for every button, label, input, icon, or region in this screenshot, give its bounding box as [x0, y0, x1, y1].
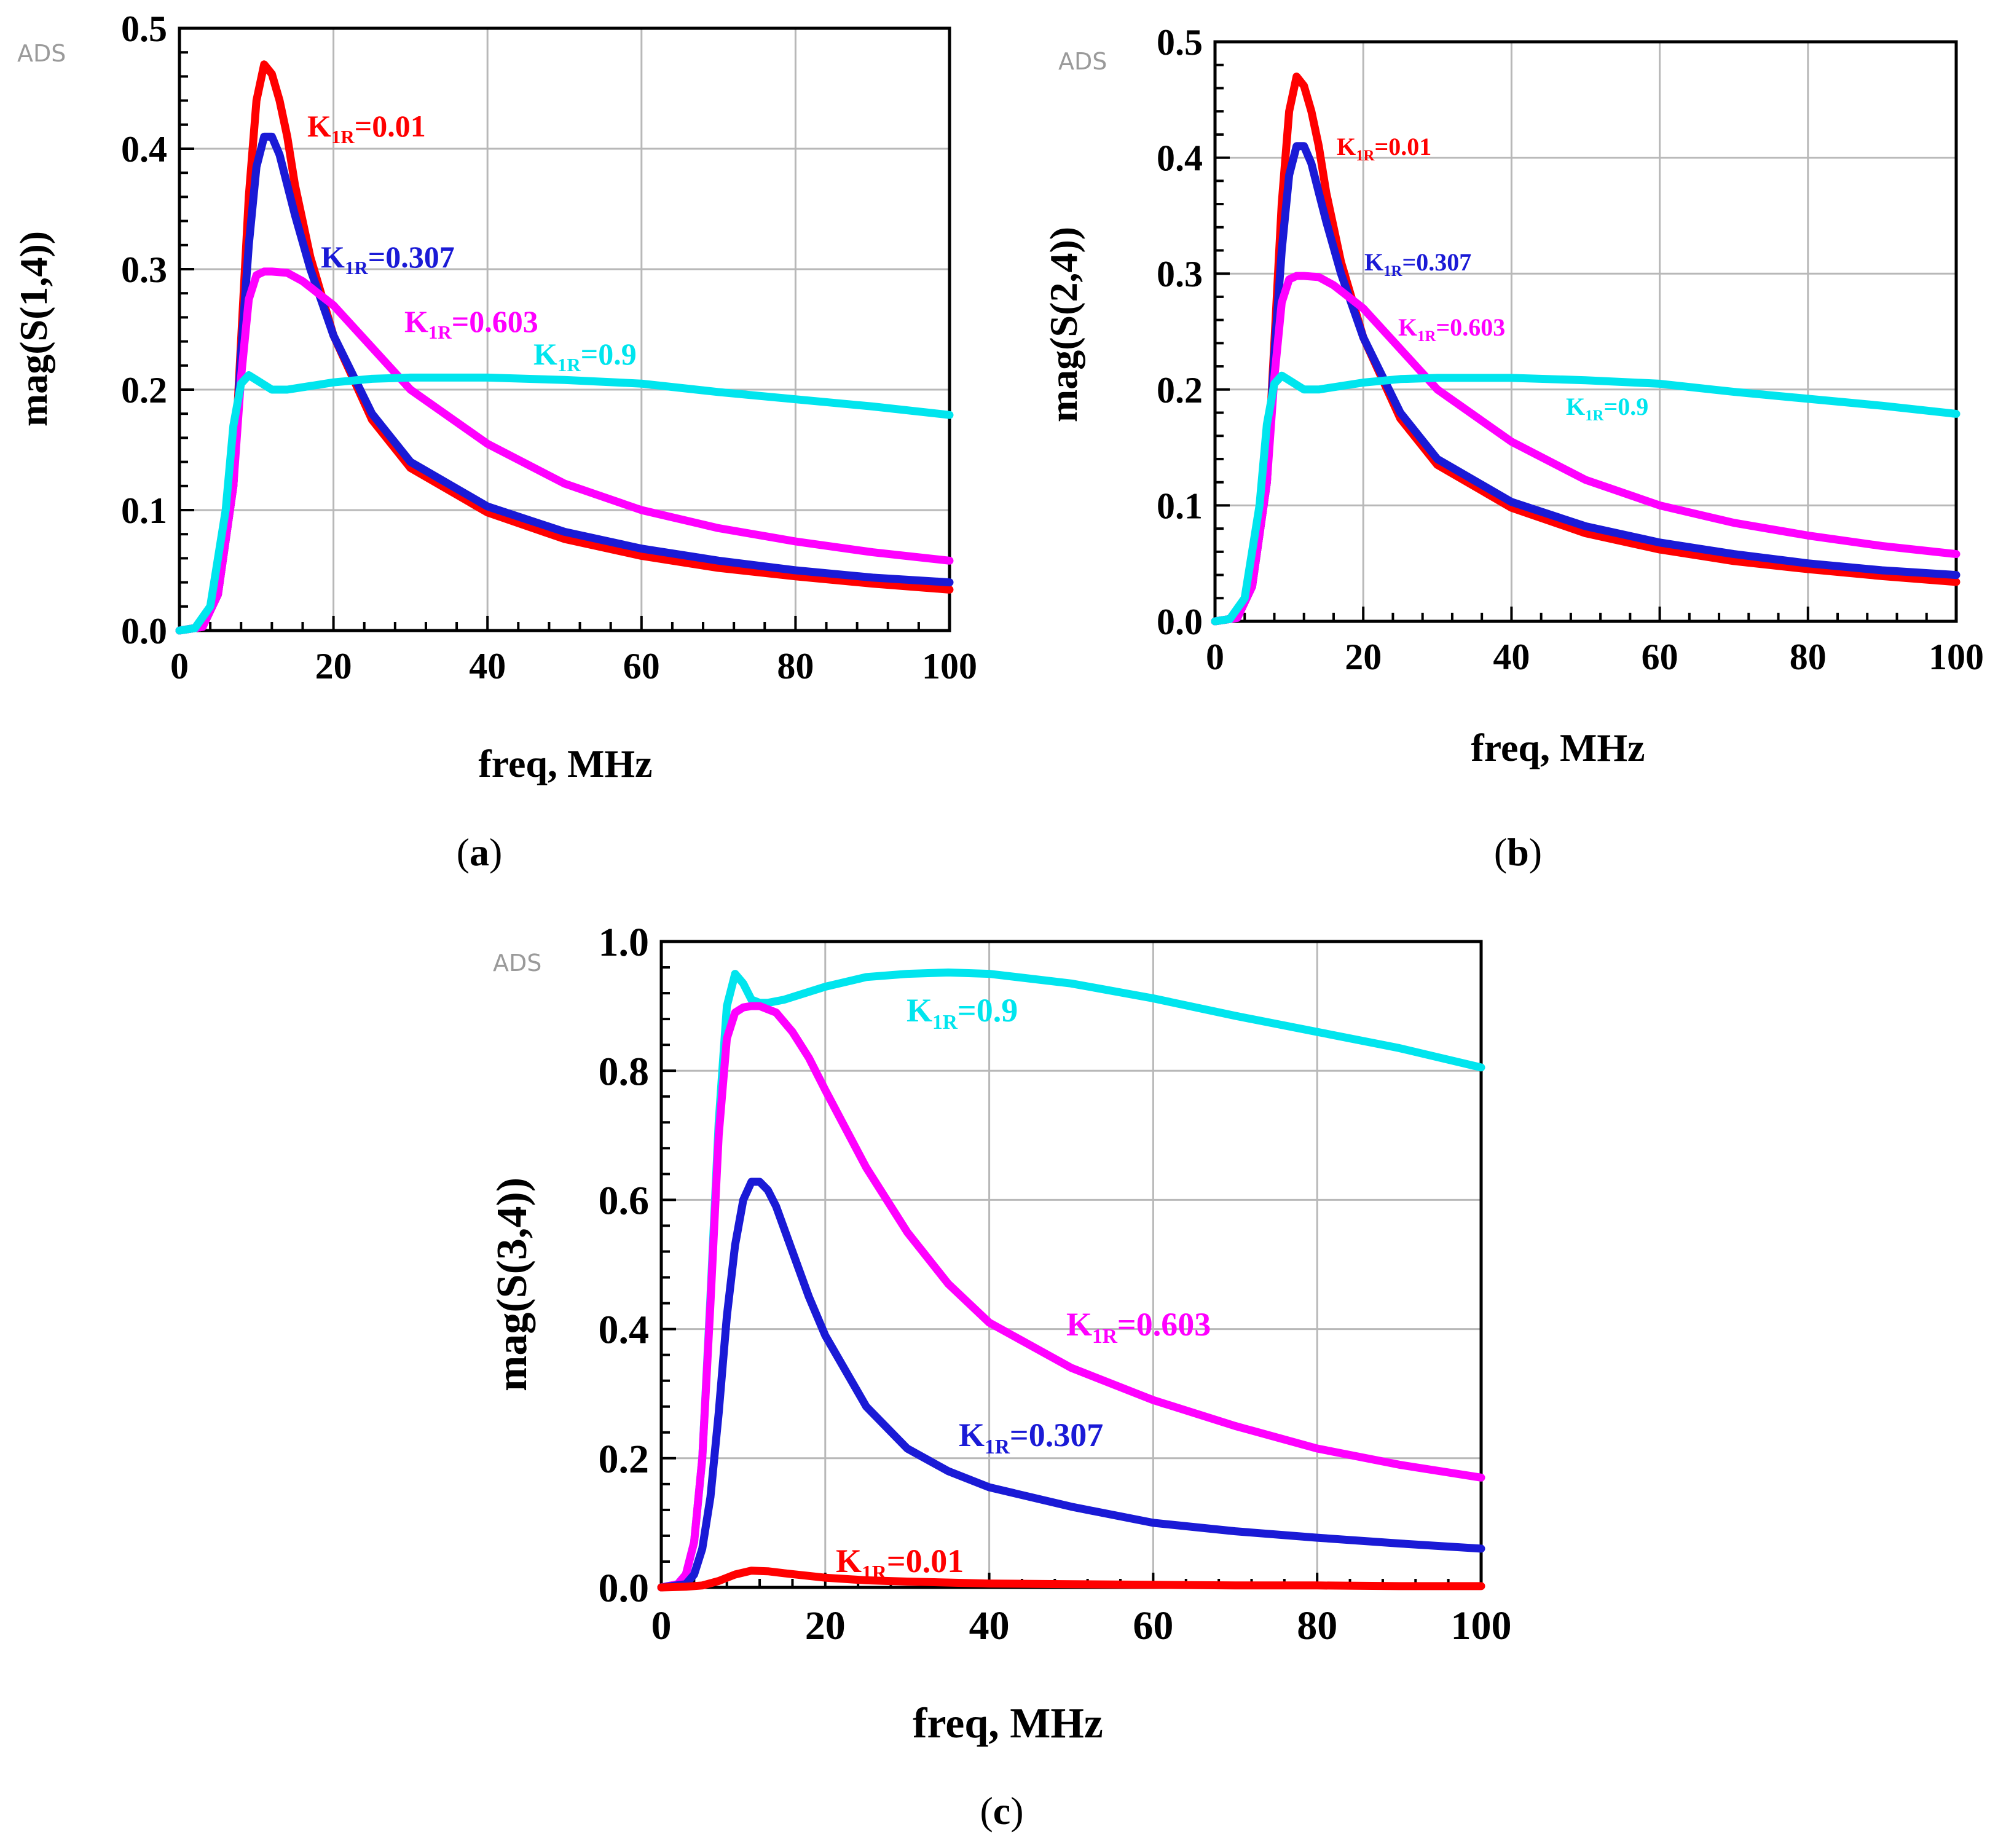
plot-area: 0 20 40 60 80 100 0.0 0.2 0.4 0.6 0.8 1.0 K1R=0.9 K1R… [599, 920, 1512, 1648]
x-axis-label: freq, MHz [913, 1700, 1103, 1747]
gridlines [661, 942, 1481, 1587]
panel-caption: (a) [457, 830, 503, 874]
plot-area: 0 20 40 60 80 100 0.0 0.1 0.2 0.3 0.4 0.5 K1R=0.01 K1… [1157, 22, 1984, 677]
ads-watermark: ADS [1058, 48, 1107, 75]
y-tick-label: 0.3 [1157, 254, 1203, 294]
series-line-k0307 [657, 1178, 1485, 1592]
y-tick-label: 0.4 [121, 129, 167, 170]
series-line-k09 [657, 968, 1485, 1592]
y-axis-label: mag(S(1,4)) [12, 231, 55, 427]
series-line-k09 [175, 371, 954, 635]
series-line-k09 [1211, 371, 1961, 626]
x-tick-label: 40 [469, 646, 506, 686]
x-tick-label: 100 [922, 646, 977, 686]
series-label-k0603: K1R=0.603 [1398, 313, 1505, 345]
y-tick-label: 0.3 [121, 250, 167, 290]
y-tick-label: 0.4 [1157, 138, 1203, 179]
y-tick-label: 0.2 [1157, 370, 1203, 411]
panel-caption: (c) [980, 1789, 1023, 1833]
plot-area: 0 20 40 60 80 100 0.0 0.1 0.2 0.3 0.4 0.5 K1R=0.01 K1… [121, 9, 977, 686]
series-line-k001 [657, 1567, 1485, 1592]
x-tick-label: 80 [777, 646, 814, 686]
series-line-k0603 [175, 267, 954, 635]
y-tick-label: 0.5 [1157, 22, 1203, 63]
ads-watermark: ADS [17, 40, 66, 67]
y-tick-label: 0.0 [599, 1566, 650, 1611]
x-tick-label: 100 [1451, 1603, 1512, 1648]
chart-panel-a: 0 20 40 60 80 100 0.0 0.1 0.2 0.3 0.4 0.5 K1R=0.01 K1… [12, 9, 977, 874]
series-line-k0603 [657, 1002, 1485, 1592]
chart-panel-c: 0 20 40 60 80 100 0.0 0.2 0.4 0.6 0.8 1.0 K1R=0.9 K1R… [489, 920, 1512, 1833]
x-tick-label: 80 [1297, 1603, 1337, 1648]
series-label-k0603: K1R=0.603 [1066, 1306, 1211, 1348]
x-tick-label: 40 [1493, 637, 1530, 677]
x-axis-label: freq, MHz [478, 742, 652, 785]
x-tick-label: 0 [1206, 637, 1224, 677]
series-line-k0603 [1211, 272, 1961, 626]
y-tick-label: 0.0 [1157, 602, 1203, 642]
y-tick-label: 1.0 [599, 920, 650, 965]
caption-letter: a [470, 830, 489, 874]
y-tick-label: 0.1 [121, 490, 167, 531]
x-tick-label: 40 [969, 1603, 1010, 1648]
series-label-k0307: K1R=0.307 [321, 240, 455, 278]
series-label-k0307: K1R=0.307 [1364, 248, 1471, 280]
caption-letter: c [993, 1789, 1010, 1833]
y-tick-label: 0.1 [1157, 486, 1203, 526]
x-tick-label: 60 [1642, 637, 1678, 677]
x-tick-label: 0 [651, 1603, 672, 1648]
series-label-k001: K1R=0.01 [1337, 133, 1431, 164]
plot-frame [1213, 40, 1958, 623]
series-label-k001: K1R=0.01 [307, 109, 426, 147]
ads-watermark: ADS [493, 950, 541, 977]
chart-panel-b: 0 20 40 60 80 100 0.0 0.1 0.2 0.3 0.4 0.5 K1R=0.01 K1… [1042, 22, 1984, 874]
y-tick-label: 0.2 [599, 1437, 650, 1482]
x-tick-label: 60 [1133, 1603, 1173, 1648]
y-axis-label: mag(S(3,4)) [489, 1178, 536, 1391]
y-tick-label: 0.0 [121, 611, 167, 651]
x-tick-label: 60 [623, 646, 660, 686]
series-label-k09: K1R=0.9 [907, 992, 1018, 1034]
series-label-k09: K1R=0.9 [533, 337, 637, 375]
x-tick-label: 20 [805, 1603, 846, 1648]
y-tick-label: 0.5 [121, 9, 167, 49]
x-tick-label: 20 [1345, 637, 1382, 677]
x-tick-label: 100 [1929, 637, 1984, 677]
y-axis-label: mag(S(2,4)) [1042, 227, 1085, 422]
panel-caption: (b) [1494, 830, 1542, 874]
y-tick-label: 0.8 [599, 1049, 650, 1094]
x-tick-label: 80 [1790, 637, 1827, 677]
series-label-k001: K1R=0.01 [836, 1543, 964, 1584]
x-axis-label: freq, MHz [1471, 726, 1645, 769]
series-label-k09: K1R=0.9 [1566, 393, 1648, 424]
caption-letter: b [1507, 830, 1529, 874]
plot-frame [178, 26, 951, 632]
series-label-k0307: K1R=0.307 [959, 1417, 1103, 1458]
y-tick-label: 0.6 [599, 1179, 650, 1224]
x-tick-label: 20 [315, 646, 352, 686]
y-tick-label: 0.4 [599, 1308, 650, 1353]
y-tick-label: 0.2 [121, 370, 167, 411]
x-tick-label: 0 [170, 646, 189, 686]
series-label-k0603: K1R=0.603 [404, 304, 538, 343]
